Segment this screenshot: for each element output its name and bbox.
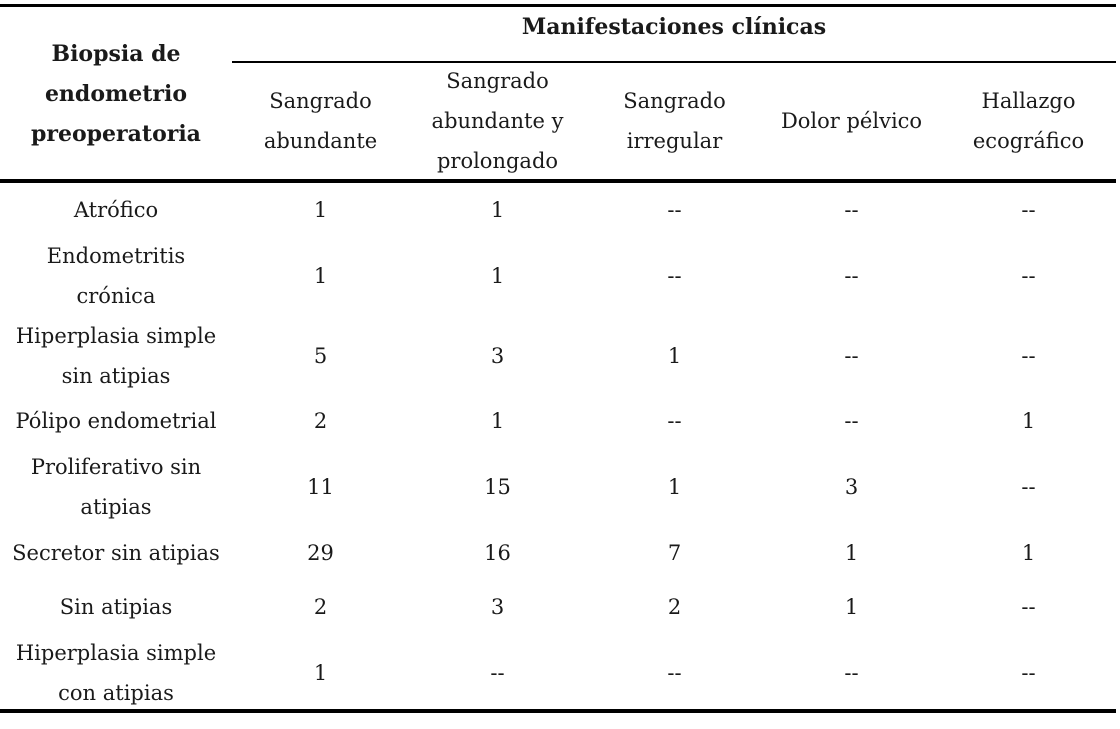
table-cell: 2 [667, 595, 682, 619]
table-cell: 1 [490, 409, 505, 433]
table-cell: -- [490, 661, 505, 685]
table-cell: -- [667, 661, 682, 685]
table-cell: -- [1021, 264, 1036, 288]
table-cell: -- [667, 198, 682, 222]
table-cell: -- [1021, 595, 1036, 619]
table-cell: 1 [844, 541, 859, 565]
table-cell: 3 [490, 344, 505, 368]
table-cell: 1 [313, 661, 328, 685]
table-cell: -- [1021, 198, 1036, 222]
row-label: Pólipo endometrial [15, 409, 217, 433]
row-label: Hiperplasia simple sin atipias [15, 324, 217, 388]
table-cell: -- [844, 344, 859, 368]
table-cell: 1 [490, 264, 505, 288]
column-header-sangrado-irregular: Sangrado irregular [623, 89, 726, 153]
table-cell: 2 [313, 409, 328, 433]
table-cell: 2 [313, 595, 328, 619]
table-cell: 1 [490, 198, 505, 222]
table-cell: -- [667, 409, 682, 433]
column-header-hallazgo-ecografico: Hallazgo ecográfico [972, 89, 1085, 153]
column-header-sangrado-abundante: Sangrado abundante [263, 89, 378, 153]
column-header-sangrado-abundante-prolongado: Sangrado abundante y prolongado [431, 69, 564, 173]
row-label: Hiperplasia simple con atipias [15, 641, 217, 705]
table-top-rule [0, 4, 1116, 7]
table-cell: 7 [667, 541, 682, 565]
table-cell: 15 [484, 475, 511, 499]
row-header-label: Biopsia de endometrio preoperatoria [31, 41, 201, 147]
column-header-dolor-pelvico: Dolor pélvico [780, 109, 923, 133]
group-header-label: Manifestaciones clínicas [521, 14, 827, 40]
table-cell: 1 [1021, 541, 1036, 565]
table-cell: 1 [313, 264, 328, 288]
table-cell: -- [1021, 475, 1036, 499]
row-label: Endometritis crónica [46, 244, 186, 308]
table-cell: -- [844, 661, 859, 685]
table-cell: 29 [307, 541, 334, 565]
table-cell: 1 [844, 595, 859, 619]
table-cell: 1 [1021, 409, 1036, 433]
header-bottom-rule [0, 179, 1116, 183]
table-cell: 5 [313, 344, 328, 368]
table-cell: -- [844, 264, 859, 288]
table-cell: -- [667, 264, 682, 288]
table-cell: 1 [667, 344, 682, 368]
row-label: Secretor sin atipias [12, 541, 220, 565]
table-cell: 1 [667, 475, 682, 499]
table-cell: 1 [313, 198, 328, 222]
table-cell: -- [1021, 344, 1036, 368]
row-label: Proliferativo sin atipias [30, 455, 202, 519]
table-bottom-rule [0, 709, 1116, 713]
table-cell: 3 [490, 595, 505, 619]
table-cell: -- [844, 409, 859, 433]
group-header-rule [232, 61, 1116, 63]
table-cell: 11 [307, 475, 334, 499]
row-label: Atrófico [73, 198, 159, 222]
table-cell: 3 [844, 475, 859, 499]
table-cell: 16 [484, 541, 511, 565]
table-cell: -- [1021, 661, 1036, 685]
row-label: Sin atipias [59, 595, 173, 619]
table-cell: -- [844, 198, 859, 222]
